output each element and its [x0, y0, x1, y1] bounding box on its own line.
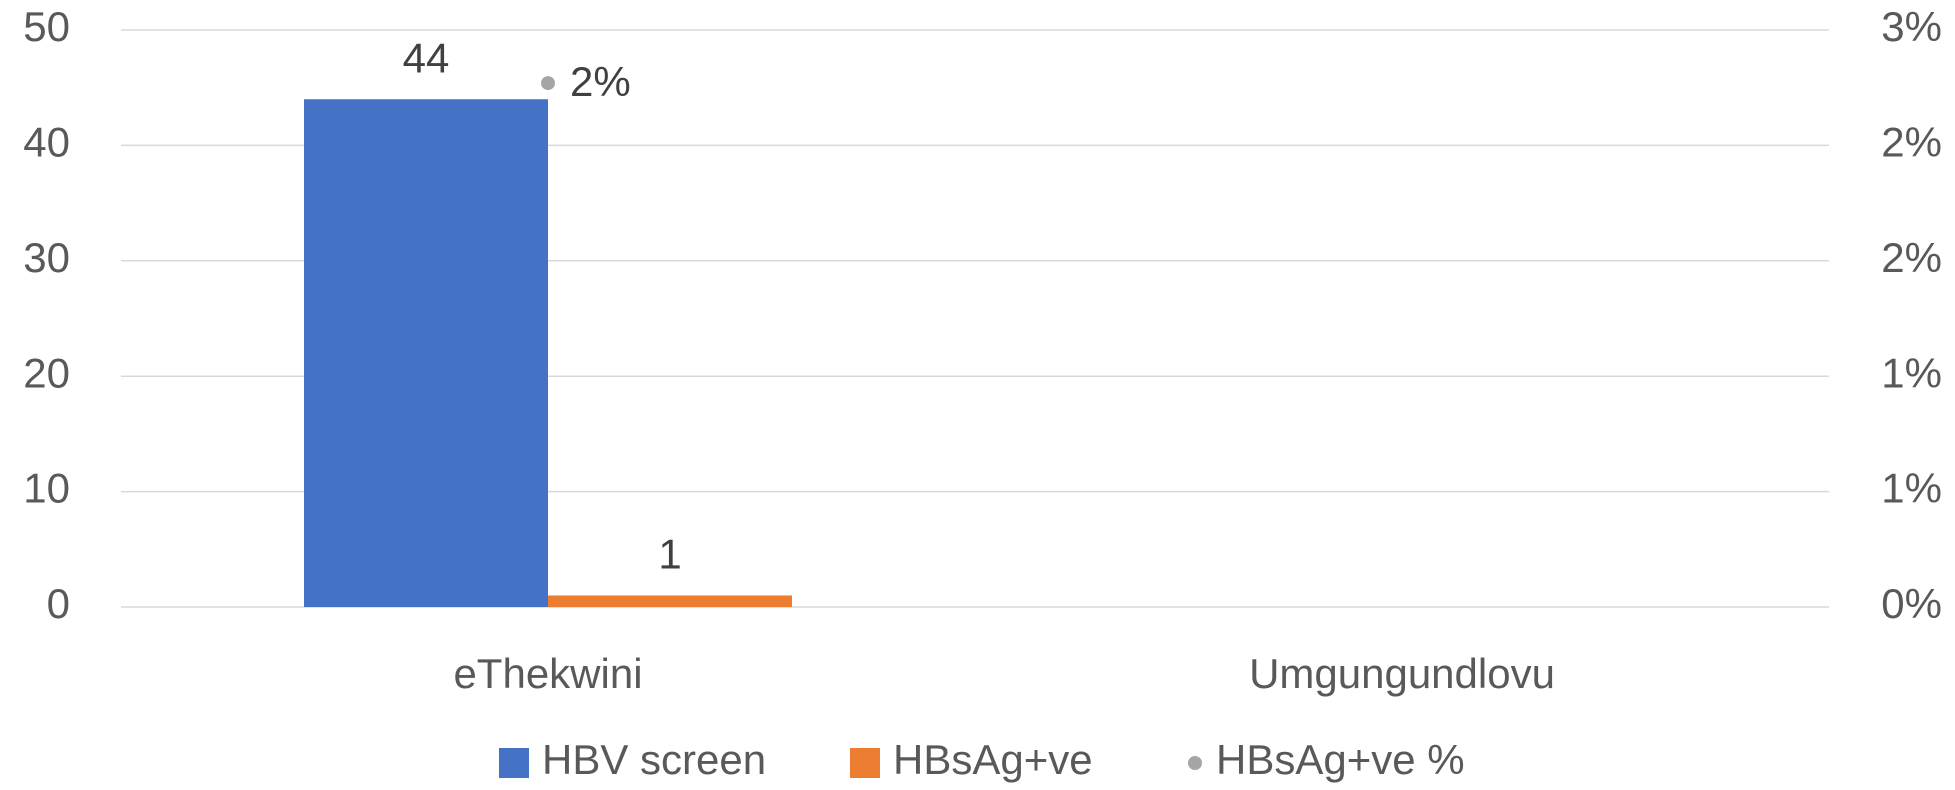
- value-label: 44: [403, 34, 450, 81]
- y-tick-label: 10: [23, 465, 70, 512]
- bar: [548, 595, 792, 607]
- y-tick-label: 20: [23, 349, 70, 396]
- legend-label: HBV screen: [542, 736, 766, 783]
- legend-label: HBsAg+ve: [893, 736, 1093, 783]
- y2-tick-label: 0%: [1881, 580, 1942, 627]
- legend-swatch: [850, 748, 880, 778]
- y-tick-label: 0: [47, 580, 70, 627]
- x-tick-label: eThekwini: [453, 650, 642, 697]
- y2-tick-label: 1%: [1881, 465, 1942, 512]
- y-tick-label: 40: [23, 118, 70, 165]
- legend-label: HBsAg+ve %: [1216, 736, 1465, 783]
- point: [541, 76, 555, 91]
- y2-tick-label: 3%: [1881, 3, 1942, 50]
- y-tick-label: 50: [23, 3, 70, 50]
- value-label: 1: [658, 531, 681, 578]
- bar: [304, 99, 548, 608]
- legend-swatch: [1188, 756, 1202, 770]
- y2-tick-label: 2%: [1881, 118, 1942, 165]
- value-label: 2%: [570, 58, 631, 105]
- y-tick-label: 30: [23, 234, 70, 281]
- x-tick-label: Umgungundlovu: [1249, 650, 1555, 697]
- legend-swatch: [499, 748, 529, 778]
- y2-tick-label: 2%: [1881, 234, 1942, 281]
- y2-tick-label: 1%: [1881, 349, 1942, 396]
